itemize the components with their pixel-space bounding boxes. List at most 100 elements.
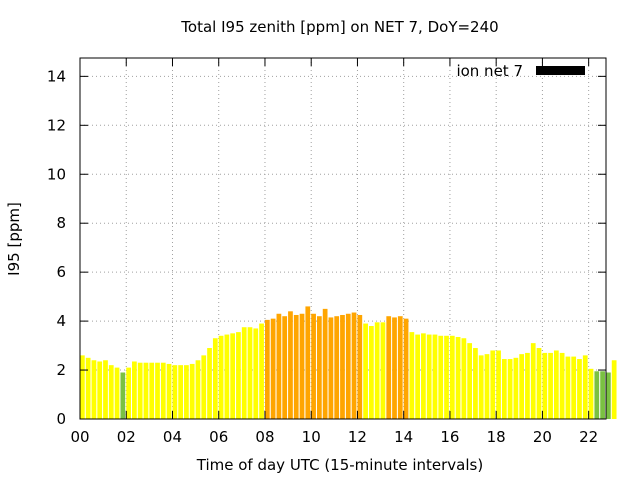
x-tick-label: 08 xyxy=(255,428,274,446)
bar xyxy=(276,313,282,419)
bar xyxy=(224,334,230,419)
bar xyxy=(201,355,207,419)
bar xyxy=(288,311,293,419)
bar xyxy=(207,348,212,419)
bar xyxy=(507,359,513,419)
bar xyxy=(426,334,432,419)
bar xyxy=(351,312,357,419)
bar xyxy=(80,355,85,419)
bar xyxy=(195,360,201,419)
bar xyxy=(369,325,374,419)
plot-area-frame xyxy=(79,57,607,420)
bar xyxy=(536,348,542,419)
x-tick-label: 14 xyxy=(394,428,413,446)
x-tick-label: 10 xyxy=(302,428,321,446)
bar xyxy=(611,360,617,419)
bar xyxy=(432,334,438,419)
bar xyxy=(553,350,559,419)
x-axis-label: Time of day UTC (15-minute intervals) xyxy=(196,456,483,474)
bar xyxy=(311,313,316,419)
bar xyxy=(548,352,553,419)
bar xyxy=(340,314,345,419)
bar xyxy=(212,338,218,419)
bar xyxy=(496,350,501,419)
bar xyxy=(108,365,114,419)
x-tick-label: 00 xyxy=(70,428,89,446)
bar xyxy=(542,352,548,419)
bar xyxy=(293,314,299,419)
bar xyxy=(172,365,178,419)
bar xyxy=(189,363,195,419)
legend: ion net 7 xyxy=(456,62,585,80)
bar xyxy=(247,327,253,419)
bar xyxy=(160,362,166,419)
bar xyxy=(253,328,259,419)
bar xyxy=(565,356,571,419)
bar xyxy=(143,362,149,419)
y-tick-label: 10 xyxy=(47,165,66,183)
bar xyxy=(236,332,241,419)
bar xyxy=(380,322,386,419)
bar xyxy=(438,335,444,419)
x-tick-label: 16 xyxy=(440,428,459,446)
bar xyxy=(103,360,108,419)
bar xyxy=(114,367,120,419)
bar xyxy=(594,371,600,419)
bar xyxy=(606,372,611,419)
bar xyxy=(484,354,490,419)
bar xyxy=(582,355,588,419)
bar xyxy=(409,332,415,419)
y-tick-label: 8 xyxy=(56,214,66,232)
bar xyxy=(421,333,426,419)
y-tick-label: 0 xyxy=(56,410,66,428)
bar-series xyxy=(80,306,617,419)
y-tick-label: 2 xyxy=(56,361,66,379)
bar xyxy=(588,368,594,419)
bar xyxy=(230,333,236,419)
bar xyxy=(120,372,126,419)
bar xyxy=(270,318,276,419)
bar xyxy=(345,313,351,419)
bar xyxy=(571,356,577,419)
bar xyxy=(478,355,484,419)
bar xyxy=(218,335,224,419)
bar xyxy=(403,318,409,419)
bar xyxy=(184,365,189,419)
bar xyxy=(282,316,288,419)
bar xyxy=(473,348,478,419)
bar xyxy=(444,335,449,419)
bar xyxy=(415,334,420,419)
bar xyxy=(155,362,160,419)
bar xyxy=(600,371,605,419)
bar xyxy=(149,362,155,419)
bar xyxy=(461,338,467,419)
bar xyxy=(97,361,103,419)
x-tick-label: 18 xyxy=(487,428,506,446)
x-tick-label: 22 xyxy=(579,428,598,446)
bar xyxy=(467,343,473,419)
bar xyxy=(357,314,363,419)
x-tick-label: 20 xyxy=(533,428,552,446)
bar xyxy=(178,365,184,419)
bar xyxy=(322,308,328,419)
y-tick-label: 12 xyxy=(47,116,66,134)
bar xyxy=(530,343,536,419)
legend-swatch xyxy=(536,66,585,75)
bar xyxy=(501,359,507,419)
y-tick-label: 6 xyxy=(56,263,66,281)
bar xyxy=(91,360,97,419)
bar xyxy=(363,323,368,419)
x-tick-label: 02 xyxy=(117,428,136,446)
bar xyxy=(374,322,380,419)
bar xyxy=(126,367,131,419)
bar xyxy=(316,316,322,419)
x-tick-label: 04 xyxy=(163,428,182,446)
bar xyxy=(132,361,137,419)
bar xyxy=(455,337,461,419)
bar xyxy=(386,316,392,419)
bar xyxy=(449,335,455,419)
bar xyxy=(241,327,247,419)
bar xyxy=(328,317,334,419)
